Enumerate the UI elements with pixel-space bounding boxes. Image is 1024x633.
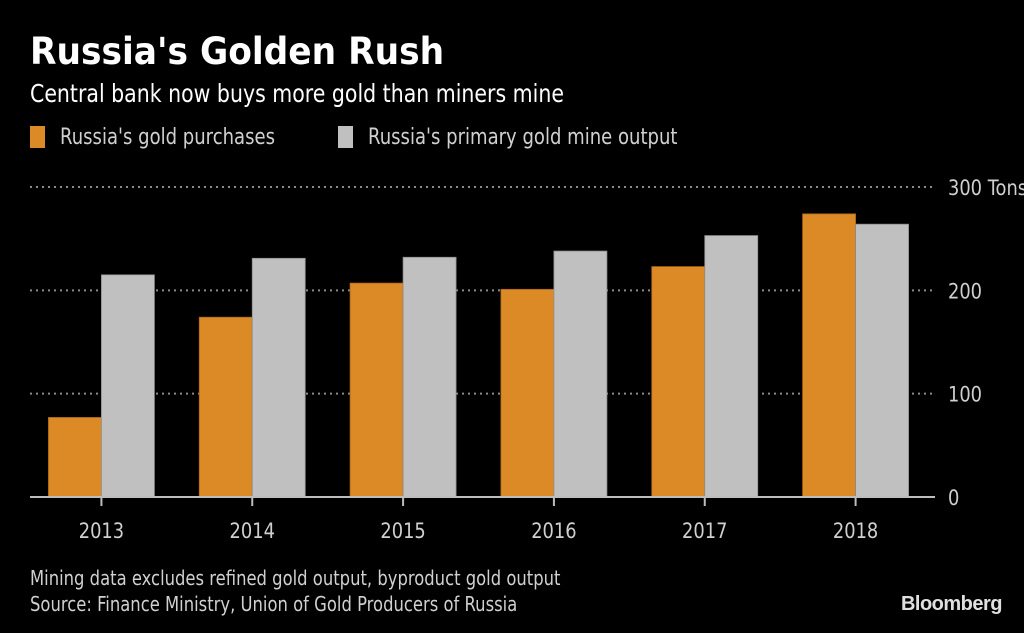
legend-swatch-purchases: [30, 126, 45, 148]
x-axis: 2013 2014 2015 2016 2017 2018: [30, 496, 935, 544]
x-tick-label-2018: 2018: [833, 519, 878, 544]
bloomberg-logo: Bloomberg: [900, 593, 1003, 615]
bar-purchases-2015: [349, 282, 404, 498]
legend-item-purchases: Russia's gold purchases: [30, 125, 322, 150]
legend-label-mine-output: Russia's primary gold mine output: [368, 124, 678, 150]
footnote-mining: Mining data excludes refined gold output…: [30, 566, 561, 590]
legend-swatch-mine-output: [338, 126, 354, 148]
chart-title: Russia's Golden Rush: [30, 30, 445, 73]
bar-mine-output-2018: [855, 223, 909, 498]
x-tick-label-2014: 2014: [230, 519, 275, 544]
bar-mine-output-2017: [704, 235, 759, 498]
bar-purchases-2016: [500, 288, 555, 498]
footnote-source: Source: Finance Ministry, Union of Gold …: [30, 592, 518, 616]
y-tick-label-100: 100: [948, 382, 982, 407]
legend: Russia's gold purchases Russia's primary…: [30, 122, 762, 152]
bar-mine-output-2015: [402, 256, 457, 498]
chart-subtitle: Central bank now buys more gold than min…: [30, 79, 564, 108]
gridlines: [30, 186, 935, 395]
bar-purchases-2018: [802, 213, 856, 498]
bar-mine-output-2014: [251, 257, 306, 498]
y-tick-label-300: 300 Tons: [948, 176, 1024, 201]
x-tick-label-2017: 2017: [682, 519, 727, 544]
y-tick-label-200: 200: [948, 279, 982, 304]
bar-purchases-2014: [198, 316, 253, 498]
y-axis-labels: 0 100 200 300 Tons: [948, 176, 1024, 511]
x-tick-label-2013: 2013: [79, 519, 124, 544]
legend-item-mine-output: Russia's primary gold mine output: [338, 125, 745, 150]
y-tick-label-0: 0: [948, 486, 959, 511]
legend-label-purchases: Russia's gold purchases: [60, 124, 276, 150]
bar-mine-output-2016: [553, 250, 608, 498]
bar-purchases-2013: [48, 417, 102, 498]
x-tick-label-2015: 2015: [380, 519, 425, 544]
bars: [48, 213, 909, 498]
bar-purchases-2017: [651, 266, 706, 498]
x-tick-label-2016: 2016: [531, 519, 576, 544]
bar-mine-output-2013: [101, 274, 155, 498]
